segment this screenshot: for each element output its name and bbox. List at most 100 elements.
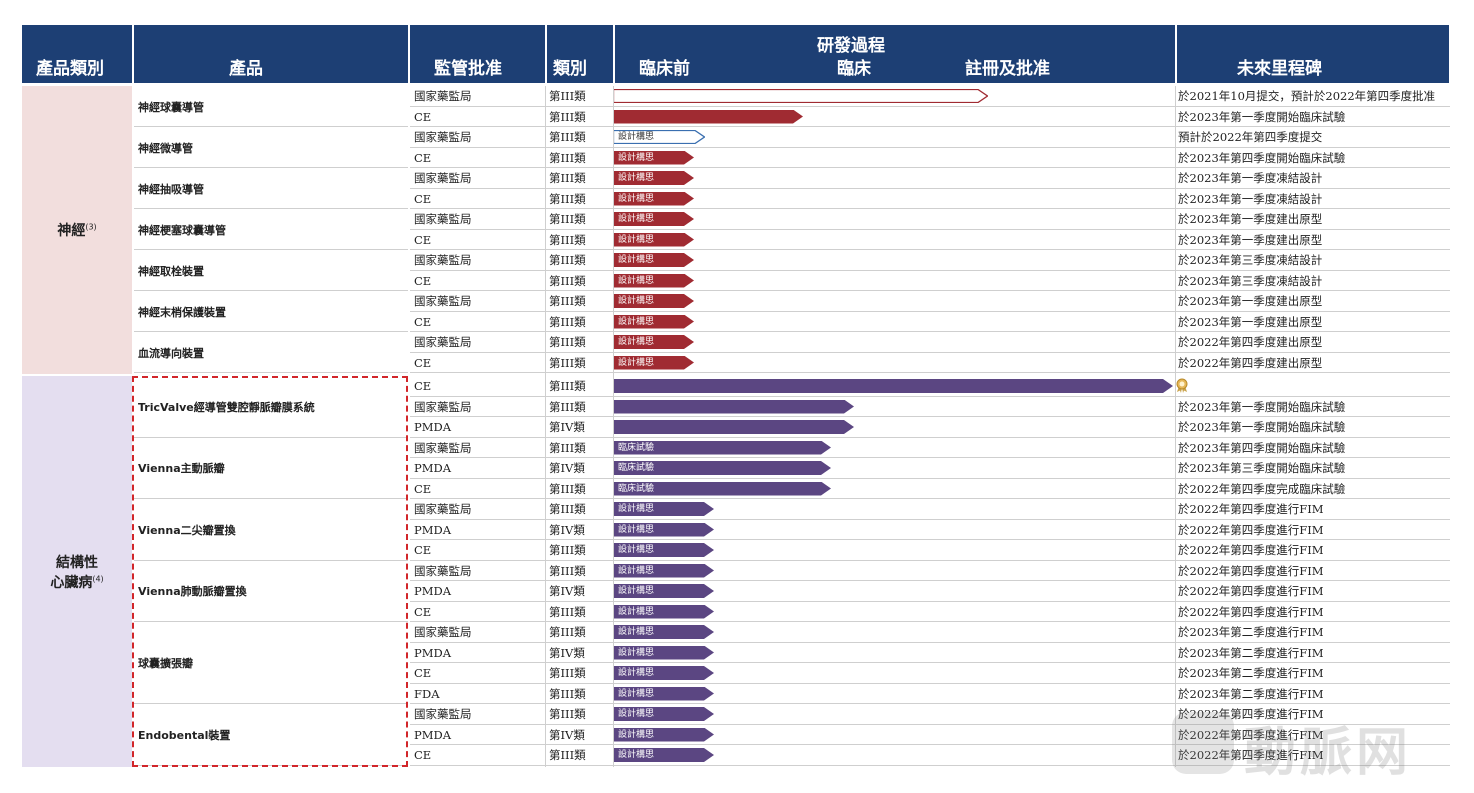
table-row: PMDA 第IV類 於2023年第一季度開始臨床試驗 bbox=[410, 417, 1450, 438]
milestone-cell: 於2023年第一季度建出原型 bbox=[1178, 294, 1323, 308]
progress-bar: 設計構思 bbox=[613, 707, 714, 721]
table-row: 國家藥監局 第III類 臨床試驗 於2023年第四季度開始臨床試驗 bbox=[410, 438, 1450, 458]
watermark-logo-icon bbox=[1172, 712, 1234, 774]
product-divider bbox=[134, 249, 408, 250]
header-class: 類別 bbox=[547, 25, 613, 83]
progress-bar: 設計構思 bbox=[613, 748, 714, 762]
table-row: 國家藥監局 第III類 設計構思 於2022年第四季度進行FIM bbox=[410, 704, 1450, 725]
class-cell: 第III類 bbox=[549, 379, 586, 393]
milestone-cell: 於2022年第四季度進行FIM bbox=[1178, 707, 1324, 721]
milestone-cell: 於2023年第一季度開始臨床試驗 bbox=[1178, 109, 1346, 124]
milestone-cell: 於2023年第二季度進行FIM bbox=[1178, 686, 1324, 701]
progress-bar: 設計構思 bbox=[613, 253, 694, 267]
product-name: Endobental裝置 bbox=[138, 728, 231, 742]
regulator-cell: CE bbox=[414, 666, 432, 680]
table-row: CE 第III類 設計構思 於2022年第四季度進行FIM bbox=[410, 602, 1450, 622]
class-cell: 第III類 bbox=[549, 604, 586, 619]
table-row: CE 第III類 設計構思 於2022年第四季度建出原型 bbox=[410, 353, 1450, 373]
regulator-cell: 國家藥監局 bbox=[414, 399, 472, 414]
regulator-cell: PMDA bbox=[414, 645, 452, 660]
progress-bar: 設計構思 bbox=[613, 233, 694, 247]
award-medal-icon bbox=[1176, 378, 1188, 393]
table-row: PMDA 第IV類 設計構思 於2022年第四季度進行FIM bbox=[410, 581, 1450, 602]
milestone-cell: 於2023年第四季度開始臨床試驗 bbox=[1178, 150, 1346, 165]
progress-bar-label: 設計構思 bbox=[618, 606, 655, 617]
regulator-cell: PMDA bbox=[414, 727, 452, 742]
class-cell: 第III類 bbox=[549, 707, 586, 721]
progress-bar: 設計構思 bbox=[613, 728, 714, 742]
milestone-cell: 於2023年第一季度開始臨床試驗 bbox=[1178, 399, 1346, 414]
class-cell: 第IV類 bbox=[549, 727, 585, 742]
table-row: CE 第III類 設計構思 於2023年第一季度凍結設計 bbox=[410, 189, 1450, 209]
watermark: 動脈网 bbox=[1172, 706, 1462, 783]
regulator-cell: 國家藥監局 bbox=[414, 130, 472, 144]
progress-bar: 設計構思 bbox=[613, 543, 714, 557]
table-row: 國家藥監局 第III類 設計構思 於2022年第四季度建出原型 bbox=[410, 332, 1450, 353]
product-divider bbox=[134, 208, 408, 209]
regulator-cell: 國家藥監局 bbox=[414, 563, 472, 578]
progress-bar-label: 設計構思 bbox=[618, 296, 655, 306]
regulator-cell: FDA bbox=[414, 686, 440, 701]
milestone-cell: 於2023年第一季度凍結設計 bbox=[1178, 191, 1323, 206]
class-cell: 第III類 bbox=[549, 625, 586, 639]
product-name: 神經球囊導管 bbox=[138, 100, 204, 114]
regulator-cell: CE bbox=[414, 379, 432, 393]
milestone-cell: 於2022年第四季度進行FIM bbox=[1178, 563, 1324, 578]
class-cell: 第III類 bbox=[549, 563, 586, 578]
progress-bar: 設計構思 bbox=[613, 171, 694, 185]
progress-bar: 設計構思 bbox=[613, 502, 714, 516]
progress-bar-label: 設計構思 bbox=[618, 357, 655, 368]
table-row: PMDA 第IV類 設計構思 於2022年第四季度進行FIM bbox=[410, 725, 1450, 745]
progress-bar-label: 設計構思 bbox=[618, 545, 655, 555]
table-row: 國家藥監局 第III類 設計構思 於2023年第一季度凍結設計 bbox=[410, 168, 1450, 189]
table-row: CE 第III類 設計構思 於2023年第一季度建出原型 bbox=[410, 312, 1450, 332]
product-divider bbox=[134, 126, 408, 127]
class-cell: 第IV類 bbox=[549, 522, 585, 537]
class-cell: 第III類 bbox=[549, 212, 586, 226]
milestone-cell: 於2022年第四季度完成臨床試驗 bbox=[1178, 481, 1346, 496]
progress-bar-label: 設計構思 bbox=[618, 688, 655, 699]
milestone-cell: 於2023年第二季度進行FIM bbox=[1178, 666, 1324, 680]
milestone-cell: 於2023年第三季度凍結設計 bbox=[1178, 273, 1323, 288]
progress-bar: 臨床試驗 bbox=[613, 482, 831, 496]
regulator-cell: 國家藥監局 bbox=[414, 212, 472, 226]
table-row: PMDA 第IV類 臨床試驗 於2023年第三季度開始臨床試驗 bbox=[410, 458, 1450, 479]
class-cell: 第III類 bbox=[549, 666, 586, 680]
class-cell: 第III類 bbox=[549, 686, 586, 701]
class-cell: 第III類 bbox=[549, 399, 586, 414]
milestone-cell: 於2022年第四季度進行FIM bbox=[1178, 727, 1324, 742]
table-row: 國家藥監局 第III類 設計構思 預計於2022年第四季度提交 bbox=[410, 127, 1450, 148]
product-divider bbox=[134, 621, 408, 622]
class-cell: 第IV類 bbox=[549, 584, 585, 598]
milestone-cell: 於2023年第四季度開始臨床試驗 bbox=[1178, 440, 1346, 455]
milestone-cell: 於2023年第一季度開始臨床試驗 bbox=[1178, 420, 1346, 434]
progress-bar: 設計構思 bbox=[613, 605, 714, 619]
milestone-cell: 於2022年第四季度進行FIM bbox=[1178, 584, 1324, 598]
class-cell: 第IV類 bbox=[549, 420, 585, 434]
progress-bar-outline bbox=[613, 89, 988, 103]
progress-bar-label: 設計構思 bbox=[618, 750, 655, 760]
milestone-cell: 於2023年第一季度建出原型 bbox=[1178, 212, 1323, 226]
header-category: 產品類別 bbox=[22, 25, 132, 83]
table-row: 國家藥監局 第III類 設計構思 於2022年第四季度進行FIM bbox=[410, 499, 1450, 520]
progress-bar-label: 設計構思 bbox=[618, 152, 655, 163]
regulator-cell: CE bbox=[414, 273, 432, 288]
regulator-cell: CE bbox=[414, 604, 432, 619]
progress-bar: 設計構思 bbox=[613, 335, 694, 349]
progress-bar-label: 設計構思 bbox=[618, 173, 655, 183]
class-cell: 第III類 bbox=[549, 543, 586, 557]
milestone-cell: 預計於2022年第四季度提交 bbox=[1178, 130, 1323, 144]
milestone-cell: 於2023年第一季度凍結設計 bbox=[1178, 171, 1323, 185]
table-row: CE 第III類 設計構思 於2023年第四季度開始臨床試驗 bbox=[410, 148, 1450, 168]
progress-bar bbox=[613, 110, 803, 124]
progress-bar: 設計構思 bbox=[613, 294, 694, 308]
table-row: CE 第III類 臨床試驗 於2022年第四季度完成臨床試驗 bbox=[410, 479, 1450, 499]
table-row: CE 第III類 於2023年第一季度開始臨床試驗 bbox=[410, 107, 1450, 127]
class-cell: 第III類 bbox=[549, 89, 586, 103]
table-row: 國家藥監局 第III類 設計構思 於2023年第三季度凍結設計 bbox=[410, 250, 1450, 271]
milestone-cell: 於2022年第四季度建出原型 bbox=[1178, 355, 1323, 370]
progress-bar: 設計構思 bbox=[613, 625, 714, 639]
regulator-cell: CE bbox=[414, 748, 432, 762]
class-cell: 第III類 bbox=[549, 232, 586, 247]
regulator-cell: 國家藥監局 bbox=[414, 89, 472, 103]
